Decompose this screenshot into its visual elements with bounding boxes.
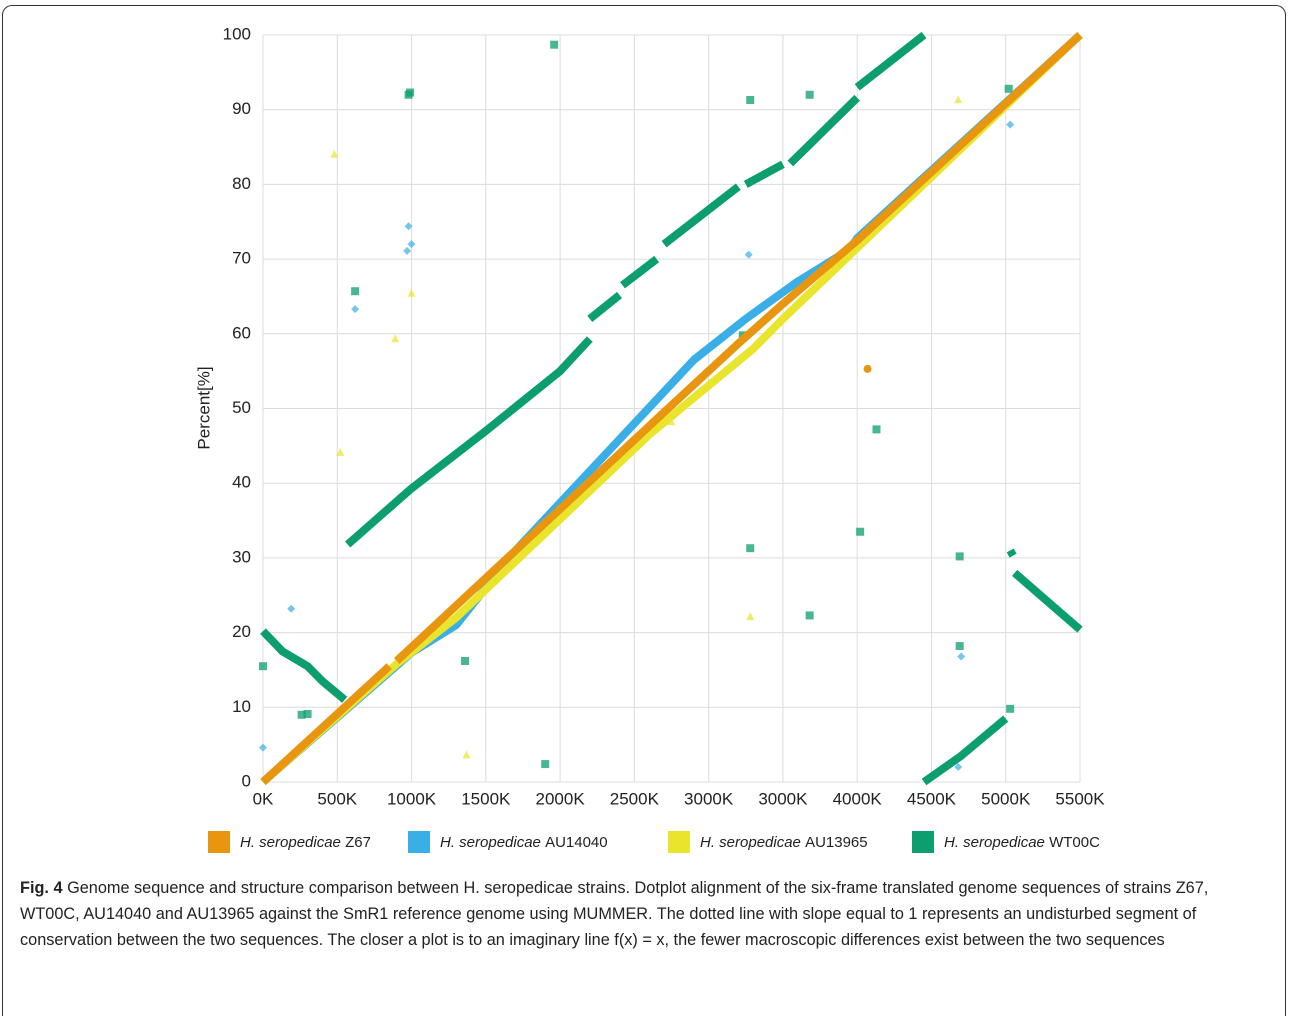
point bbox=[955, 552, 964, 561]
point bbox=[805, 90, 814, 99]
x-tick-label: 3000K bbox=[758, 789, 808, 808]
point bbox=[407, 288, 416, 297]
y-axis-label: Percent[%] bbox=[194, 366, 213, 449]
point bbox=[541, 760, 550, 769]
point bbox=[351, 305, 360, 314]
legend-label-strain: AU14040 bbox=[545, 834, 608, 851]
point bbox=[550, 40, 559, 49]
caption-text: Genome sequence and structure comparison… bbox=[20, 879, 1209, 949]
y-tick-label: 100 bbox=[223, 24, 251, 43]
dot-run bbox=[260, 663, 392, 785]
y-tick-label: 40 bbox=[232, 473, 251, 492]
x-tick-label: 0K bbox=[253, 789, 274, 808]
point bbox=[297, 710, 306, 719]
point bbox=[1006, 120, 1015, 129]
legend-label: H. seropedicae AU14040 bbox=[440, 834, 608, 851]
point bbox=[863, 364, 872, 373]
point bbox=[259, 662, 267, 671]
point bbox=[746, 544, 755, 553]
point bbox=[954, 763, 963, 772]
y-tick-label: 80 bbox=[232, 174, 251, 193]
y-tick-label: 0 bbox=[242, 771, 251, 790]
x-tick-label: 4000K bbox=[833, 789, 883, 808]
legend-label-strain: Z67 bbox=[345, 834, 371, 851]
point bbox=[805, 611, 814, 620]
point bbox=[287, 604, 296, 613]
dot-run bbox=[854, 31, 927, 91]
legend-label-strain: AU13965 bbox=[805, 834, 868, 851]
point bbox=[954, 95, 963, 104]
x-tick-label: 5500K bbox=[1055, 789, 1105, 808]
dot-run bbox=[921, 715, 1009, 786]
y-tick-label: 10 bbox=[232, 697, 251, 716]
point bbox=[407, 240, 416, 249]
dot-run bbox=[587, 291, 623, 322]
x-tick-label: 3000K bbox=[684, 789, 734, 808]
point bbox=[746, 612, 755, 621]
x-tick-label: 2500K bbox=[610, 789, 660, 808]
dot-run bbox=[1012, 569, 1083, 633]
point bbox=[336, 447, 345, 456]
x-tick-label: 1500K bbox=[461, 789, 511, 808]
point bbox=[406, 88, 415, 97]
legend-label: H. seropedicae WT00C bbox=[944, 834, 1100, 851]
point bbox=[746, 95, 755, 104]
dot-run bbox=[620, 255, 660, 289]
legend-swatch bbox=[668, 831, 690, 853]
caption: Fig. 4 Genome sequence and structure com… bbox=[20, 875, 1270, 953]
point bbox=[667, 417, 676, 426]
legend-swatch bbox=[408, 831, 430, 853]
legend-label-species: H. seropedicae bbox=[440, 834, 545, 851]
legend-label: H. seropedicae Z67 bbox=[240, 834, 371, 851]
dot-run bbox=[260, 628, 348, 703]
y-tick-label: 30 bbox=[232, 547, 251, 566]
legend-label-species: H. seropedicae bbox=[240, 834, 345, 851]
x-tick-label: 5000K bbox=[981, 789, 1031, 808]
point bbox=[462, 750, 471, 759]
point bbox=[404, 222, 413, 231]
y-tick-label: 50 bbox=[232, 398, 251, 417]
dot-run bbox=[1006, 548, 1017, 558]
dot-run bbox=[787, 94, 860, 167]
point bbox=[391, 334, 400, 343]
point bbox=[872, 425, 881, 434]
legend-swatch bbox=[208, 831, 230, 853]
point bbox=[403, 246, 412, 255]
dot-run bbox=[345, 336, 593, 548]
point bbox=[1004, 84, 1013, 93]
point bbox=[461, 656, 470, 665]
y-tick-label: 60 bbox=[232, 323, 251, 342]
dot-run bbox=[393, 32, 1083, 664]
point bbox=[330, 149, 339, 158]
point bbox=[303, 710, 312, 719]
dot-run bbox=[743, 160, 785, 188]
point bbox=[1006, 704, 1015, 713]
point bbox=[955, 642, 964, 651]
x-tick-label: 500K bbox=[317, 789, 357, 808]
y-tick-label: 70 bbox=[232, 249, 251, 268]
dot-run bbox=[661, 183, 741, 248]
point bbox=[259, 743, 267, 752]
figure-frame bbox=[2, 5, 1286, 1016]
legend-label-species: H. seropedicae bbox=[944, 834, 1049, 851]
x-tick-label: 1000K bbox=[387, 789, 437, 808]
point bbox=[957, 652, 966, 661]
legend-label-strain: WT00C bbox=[1049, 834, 1100, 851]
y-tick-label: 20 bbox=[232, 622, 251, 641]
x-tick-label: 2000K bbox=[536, 789, 586, 808]
legend-swatch bbox=[912, 831, 934, 853]
y-tick-label: 90 bbox=[232, 99, 251, 118]
caption-label: Fig. 4 bbox=[20, 879, 63, 897]
point bbox=[351, 287, 360, 296]
legend-label-species: H. seropedicae bbox=[700, 834, 805, 851]
point bbox=[856, 527, 865, 536]
x-tick-label: 4500K bbox=[907, 789, 957, 808]
legend-label: H. seropedicae AU13965 bbox=[700, 834, 868, 851]
point bbox=[744, 250, 753, 259]
